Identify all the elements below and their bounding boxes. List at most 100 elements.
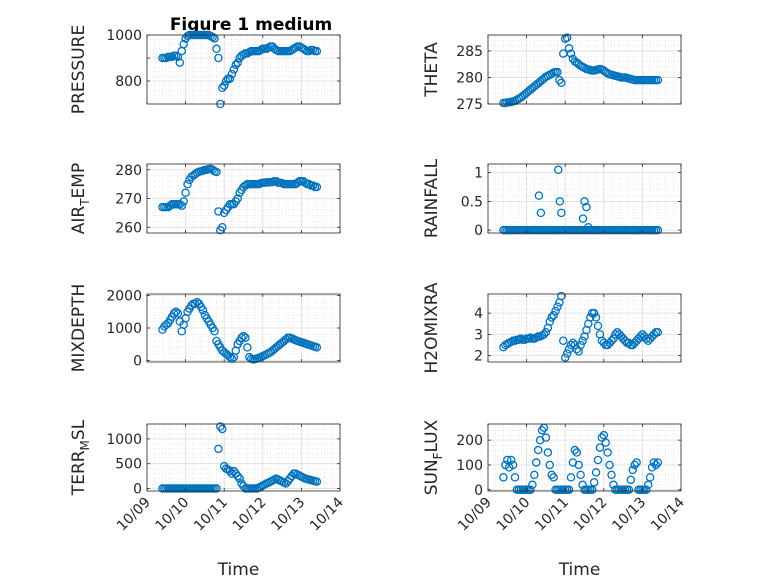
data-point bbox=[607, 336, 616, 345]
axes-4: 0 0.5 1 RAINFALL bbox=[422, 158, 682, 239]
data-point bbox=[653, 75, 663, 85]
data-point bbox=[564, 44, 574, 53]
data-point bbox=[626, 475, 636, 485]
data-point bbox=[235, 474, 244, 483]
data-point bbox=[214, 53, 223, 63]
data-point bbox=[653, 225, 663, 235]
data-point bbox=[549, 310, 558, 320]
data-point bbox=[643, 480, 653, 490]
data-point bbox=[227, 69, 237, 79]
data-point bbox=[212, 44, 221, 54]
data-point bbox=[582, 202, 591, 212]
y-axis-label: PRESSURE bbox=[69, 25, 89, 114]
data-point bbox=[212, 167, 221, 177]
axes-box bbox=[487, 163, 682, 234]
y-tick-label: 275 bbox=[456, 97, 483, 113]
data-point bbox=[562, 33, 572, 42]
data-point bbox=[210, 326, 219, 336]
data-point bbox=[237, 333, 246, 342]
figure-title: Figure 1 medium bbox=[170, 15, 332, 35]
data-point bbox=[555, 197, 565, 206]
axes-box bbox=[146, 423, 341, 492]
data-point bbox=[545, 460, 555, 470]
data-point bbox=[530, 470, 539, 480]
y-tick-label: 2000 bbox=[106, 289, 142, 305]
y-tick-label: 0 bbox=[474, 483, 483, 499]
data-point bbox=[179, 197, 188, 206]
y-axis-label: SUNFLUX bbox=[422, 419, 445, 495]
y-tick-label: 800 bbox=[115, 74, 142, 90]
data-point bbox=[225, 74, 235, 83]
axes-2: 275 280 285 THETA bbox=[422, 33, 682, 113]
y-tick-label: 1 bbox=[474, 166, 483, 182]
data-point bbox=[553, 67, 562, 77]
data-point bbox=[503, 455, 512, 465]
data-point bbox=[642, 334, 651, 343]
data-point bbox=[572, 448, 582, 457]
data-point bbox=[557, 78, 566, 88]
y-axis-label: H2OMIXRA bbox=[422, 282, 442, 373]
data-point bbox=[508, 460, 518, 470]
y-axis-label: THETA bbox=[422, 42, 442, 98]
data-point bbox=[173, 52, 183, 62]
y-tick-label: 0 bbox=[474, 223, 483, 239]
data-point bbox=[272, 176, 281, 186]
axes-5: 0 1000 2000 MIXDEPTH bbox=[69, 284, 341, 372]
data-point bbox=[243, 343, 252, 352]
data-point bbox=[589, 478, 599, 487]
y-tick-label: 1000 bbox=[106, 28, 142, 44]
data-point bbox=[607, 470, 616, 480]
data-point bbox=[165, 201, 175, 210]
data-point bbox=[537, 425, 547, 435]
data-point bbox=[233, 194, 242, 203]
y-tick-label: 1000 bbox=[106, 321, 142, 337]
data-point bbox=[609, 334, 618, 343]
data-point bbox=[543, 448, 553, 457]
axes-box bbox=[146, 34, 341, 105]
data-point bbox=[212, 484, 221, 493]
data-point bbox=[547, 313, 556, 322]
data-point bbox=[231, 60, 241, 70]
y-tick-label: 280 bbox=[115, 163, 142, 179]
data-point bbox=[562, 349, 572, 358]
y-tick-label: 2 bbox=[474, 349, 483, 365]
data-point bbox=[312, 46, 322, 56]
data-point bbox=[566, 473, 576, 482]
x-axis-label: Time bbox=[558, 560, 601, 580]
data-point bbox=[175, 58, 185, 67]
data-point bbox=[653, 327, 663, 337]
data-point bbox=[536, 208, 546, 218]
y-tick-label: 260 bbox=[115, 220, 142, 236]
data-point bbox=[574, 460, 583, 470]
data-point bbox=[532, 458, 541, 467]
data-point bbox=[651, 460, 661, 470]
plot-area bbox=[147, 35, 340, 104]
data-point bbox=[570, 445, 580, 455]
data-point bbox=[219, 81, 229, 90]
data-point bbox=[171, 307, 181, 317]
data-point bbox=[566, 49, 576, 58]
plot-area bbox=[488, 294, 681, 362]
data-point bbox=[630, 460, 639, 470]
data-point bbox=[312, 477, 322, 486]
data-point bbox=[547, 470, 556, 480]
data-point bbox=[233, 58, 242, 67]
data-point bbox=[218, 83, 227, 93]
data-point bbox=[173, 309, 183, 318]
data-point bbox=[177, 201, 186, 210]
data-point bbox=[239, 331, 248, 341]
data-point bbox=[551, 306, 560, 316]
data-point bbox=[568, 338, 578, 348]
y-tick-label: 100 bbox=[456, 458, 483, 474]
data-point bbox=[593, 321, 603, 331]
data-point bbox=[605, 460, 614, 470]
y-axis-label: TERRMSL bbox=[69, 419, 92, 496]
data-point bbox=[587, 485, 597, 495]
y-tick-label: 280 bbox=[456, 70, 483, 86]
data-point bbox=[570, 340, 580, 350]
data-point bbox=[578, 214, 588, 223]
data-point bbox=[233, 471, 242, 481]
data-point bbox=[241, 333, 250, 342]
data-point bbox=[528, 480, 537, 490]
